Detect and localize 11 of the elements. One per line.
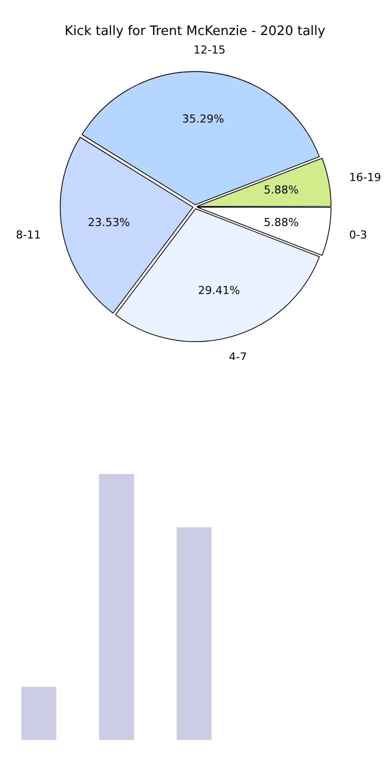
slice-label: 16-19: [349, 170, 382, 184]
data-label: 35.29%: [182, 112, 224, 126]
slice-label: 0-3: [349, 228, 368, 242]
data-label: 5.88%: [264, 184, 299, 197]
data-label: 23.53%: [88, 216, 130, 229]
data-label: 5.88%: [264, 216, 299, 229]
slice-label: 4-7: [228, 350, 247, 364]
slice-label: 12-15: [194, 44, 226, 57]
chart-title: Kick tally for Trent McKenzie - 2020 tally: [64, 24, 326, 40]
data-label: 29.41%: [198, 284, 240, 297]
slice-label: 8-11: [16, 228, 41, 242]
